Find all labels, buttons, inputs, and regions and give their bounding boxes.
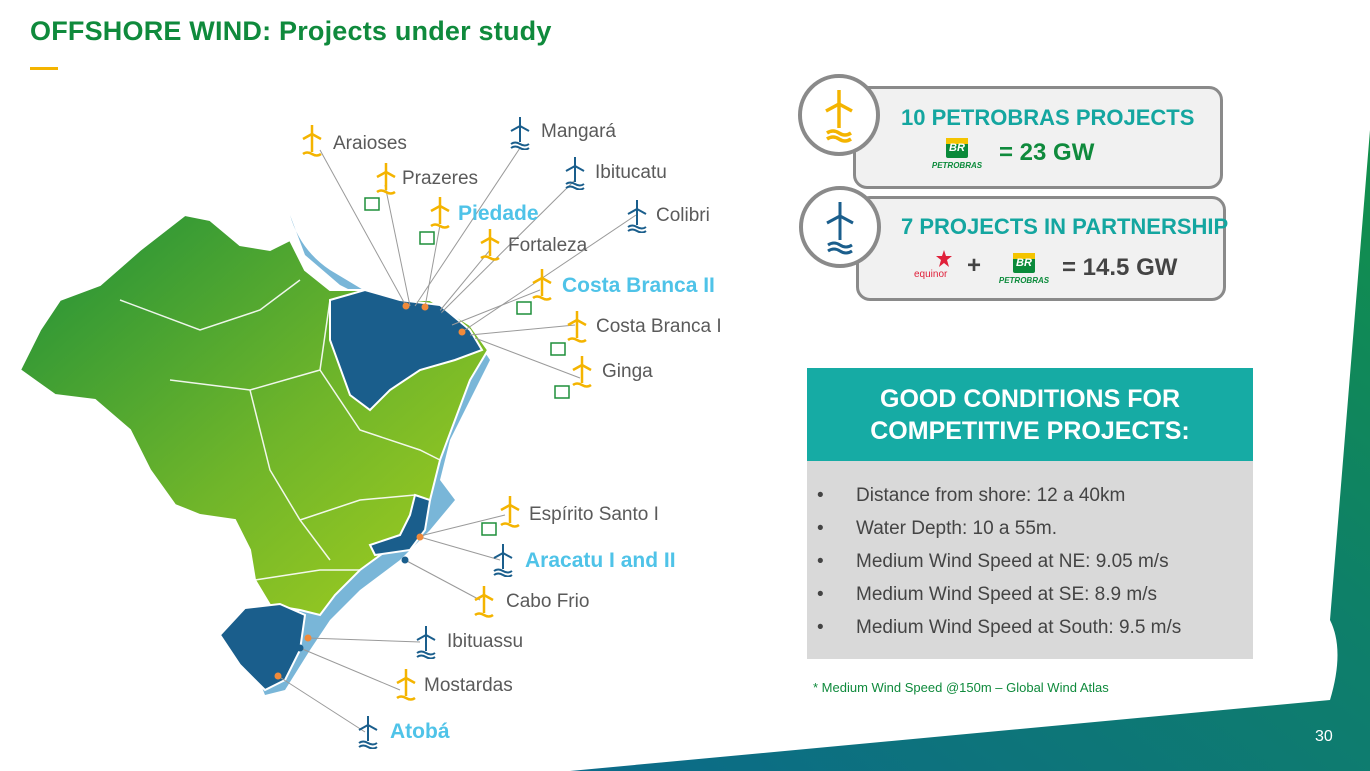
card1-title: 10 PETROBRAS PROJECTS (901, 105, 1194, 131)
circle-badge-1 (798, 74, 880, 156)
petrobras-logo: BR PETROBRAS (995, 251, 1053, 291)
wind-turbine-icon (491, 543, 515, 577)
title-underline (30, 67, 58, 70)
wind-turbine-icon (565, 310, 589, 344)
wind-turbine-icon (300, 124, 324, 158)
wind-turbine-icon (563, 156, 587, 190)
wind-turbine-icon (374, 162, 398, 196)
wind-turbine-icon (803, 190, 877, 264)
conditions-heading: GOOD CONDITIONS FOR COMPETITIVE PROJECTS: (807, 368, 1253, 461)
label-mostardas: Mostardas (424, 675, 513, 697)
wind-turbine-icon (414, 625, 438, 659)
page-number: 30 (1315, 728, 1333, 746)
page-title: OFFSHORE WIND: Projects under study (30, 16, 552, 47)
label-atoba: Atobá (390, 720, 450, 744)
conditions-list: • Distance from shore: 12 a 40km • Water D… (807, 461, 1253, 659)
label-costa-branca-i: Costa Branca I (596, 316, 722, 338)
partnership-projects-card: 7 PROJECTS IN PARTNERSHIP equinor + BR P… (856, 196, 1226, 301)
wind-turbine-icon (530, 268, 554, 302)
list-item: • Distance from shore: 12 a 40km (807, 481, 1253, 514)
list-item: • Medium Wind Speed at SE: 8.9 m/s (807, 580, 1253, 613)
card1-value: = 23 GW (999, 139, 1094, 167)
label-espirito-santo-i: Espírito Santo I (529, 504, 659, 526)
label-aracatu: Aracatu I and II (525, 549, 676, 573)
card2-title: 7 PROJECTS IN PARTNERSHIP (901, 214, 1228, 240)
wind-turbine-icon (570, 355, 594, 389)
label-cabo-frio: Cabo Frio (506, 591, 589, 613)
petrobras-projects-card: 10 PETROBRAS PROJECTS BR PETROBRAS = 23 … (853, 86, 1223, 189)
label-ibitucatu: Ibitucatu (595, 162, 667, 184)
label-piedade: Piedade (458, 202, 539, 226)
wind-turbine-icon (394, 668, 418, 702)
equinor-logo-text: equinor (914, 269, 947, 280)
card2-plus: + (967, 252, 981, 280)
conditions-heading-line2: COMPETITIVE PROJECTS: (870, 417, 1189, 445)
label-mangara: Mangará (541, 121, 616, 143)
label-costa-branca-ii: Costa Branca II (562, 274, 715, 298)
label-ibituassu: Ibituassu (447, 631, 523, 653)
wind-turbine-icon (802, 78, 876, 152)
list-item: • Medium Wind Speed at NE: 9.05 m/s (807, 547, 1253, 580)
label-fortaleza: Fortaleza (508, 235, 587, 257)
petrobras-logo: BR PETROBRAS (928, 136, 986, 176)
wind-turbine-icon (478, 228, 502, 262)
map-brazil (20, 215, 488, 615)
wind-turbine-icon (356, 715, 380, 749)
footnote: * Medium Wind Speed @150m – Global Wind … (813, 680, 1109, 695)
card2-value: = 14.5 GW (1062, 254, 1177, 282)
wind-turbine-icon (428, 196, 452, 230)
label-prazeres: Prazeres (402, 168, 478, 190)
wind-turbine-icon (472, 585, 496, 619)
equinor-star-icon (934, 249, 954, 269)
circle-badge-2 (799, 186, 881, 268)
list-item: • Water Depth: 10 a 55m. (807, 514, 1253, 547)
label-araioses: Araioses (333, 133, 407, 155)
conditions-heading-line1: GOOD CONDITIONS FOR (880, 385, 1180, 413)
wind-turbine-icon (508, 116, 532, 150)
label-ginga: Ginga (602, 361, 653, 383)
wind-turbine-icon (625, 199, 649, 233)
list-item: • Medium Wind Speed at South: 9.5 m/s (807, 613, 1253, 646)
label-colibri: Colibri (656, 205, 710, 227)
wind-turbine-icon (498, 495, 522, 529)
